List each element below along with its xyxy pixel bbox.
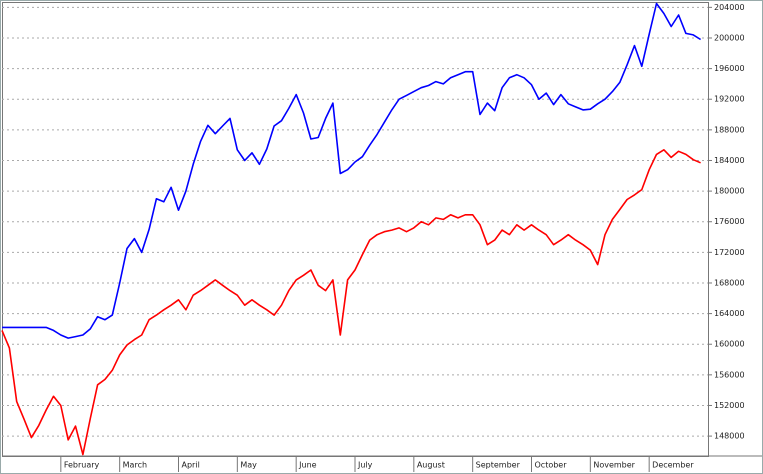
x-tick-label: August <box>417 461 445 470</box>
line-series <box>1 149 701 456</box>
y-tick-label: 152000 <box>714 401 745 410</box>
y-tick-label: 204000 <box>714 3 745 12</box>
x-tick-label: November <box>593 461 635 470</box>
y-tick-label: 192000 <box>714 95 745 104</box>
y-tick-label: 164000 <box>714 309 745 318</box>
x-tick-label: April <box>182 461 200 470</box>
y-tick-label: 196000 <box>714 64 745 73</box>
y-tick-label: 180000 <box>714 187 745 196</box>
x-tick-label: June <box>298 461 317 470</box>
x-tick-label: October <box>535 461 568 470</box>
y-tick-label: 156000 <box>714 370 745 379</box>
x-tick-label: May <box>240 461 257 470</box>
y-tick-label: 184000 <box>714 156 745 165</box>
y-tick-label: 172000 <box>714 248 745 257</box>
x-tick-label: March <box>123 461 147 470</box>
y-tick-label: 148000 <box>714 432 745 441</box>
y-tick-label: 168000 <box>714 278 745 287</box>
y-tick-label: 200000 <box>714 33 745 42</box>
x-tick-label: July <box>357 461 373 470</box>
y-tick-label: 176000 <box>714 217 745 226</box>
x-tick-label: September <box>476 461 521 470</box>
x-tick-label: February <box>64 461 100 470</box>
y-tick-label: 160000 <box>714 340 745 349</box>
y-tick-label: 188000 <box>714 125 745 134</box>
x-tick-label: December <box>652 461 694 470</box>
line-series <box>2 2 702 339</box>
